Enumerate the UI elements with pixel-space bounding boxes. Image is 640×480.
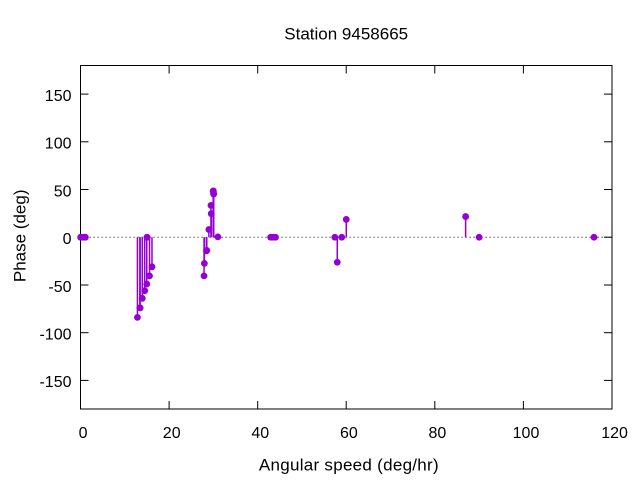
svg-text:150: 150 — [45, 88, 72, 105]
svg-text:-50: -50 — [48, 279, 71, 296]
svg-text:100: 100 — [45, 136, 72, 153]
svg-text:50: 50 — [54, 183, 72, 200]
svg-text:Station 9458665: Station 9458665 — [284, 25, 408, 44]
svg-text:Phase (deg): Phase (deg) — [11, 189, 30, 282]
svg-text:120: 120 — [601, 425, 628, 442]
svg-text:-150: -150 — [39, 374, 71, 391]
svg-text:0: 0 — [79, 425, 88, 442]
svg-text:0: 0 — [63, 231, 72, 248]
svg-text:20: 20 — [163, 425, 181, 442]
svg-text:-100: -100 — [39, 327, 71, 344]
svg-text:80: 80 — [429, 425, 447, 442]
svg-text:60: 60 — [340, 425, 358, 442]
svg-text:40: 40 — [251, 425, 269, 442]
svg-text:100: 100 — [513, 425, 540, 442]
svg-text:Angular speed (deg/hr): Angular speed (deg/hr) — [259, 455, 439, 474]
